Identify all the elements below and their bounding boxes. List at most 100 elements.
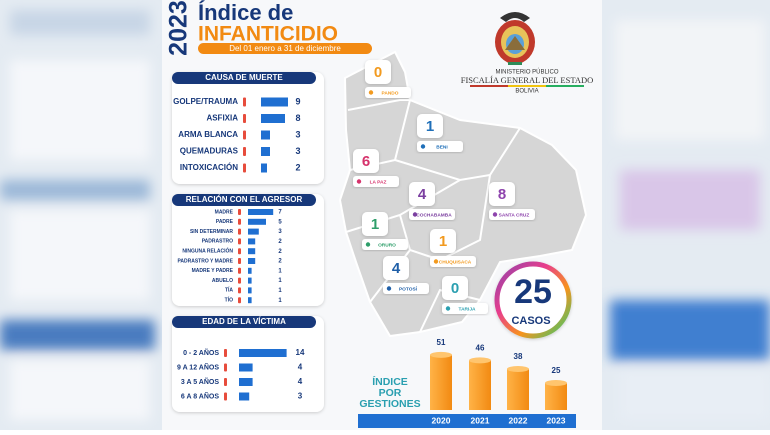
row-icon [238,209,241,215]
value-label: 3 [278,229,282,235]
region-name: CHUQUISACA [439,259,472,265]
row-icon [243,97,246,107]
institution-line2: FISCALÍA GENERAL DEL ESTADO [461,75,594,85]
region-name: POTOSÍ [399,284,418,292]
region-value: 0 [451,280,459,297]
title-line2: INFANTICIDIO [198,23,338,46]
region-icon [433,259,439,264]
row-icon [238,297,241,304]
row-icon [243,163,246,173]
value-label: 2 [278,249,282,255]
region-tag [417,141,463,152]
bar [261,114,285,123]
bar [248,267,252,274]
region-icon [386,286,392,291]
bar [430,354,452,410]
row-icon [238,228,241,235]
value-label: 1 [278,298,282,304]
panel-title: CAUSA DE MUERTE [205,73,283,82]
category-label: TÍA [225,286,233,294]
bar [248,297,252,304]
value-label: 1 [278,268,282,274]
region-value: 4 [418,186,427,203]
category-label: NINGUNA RELACIÓN [182,247,233,255]
x-tick-label: 2023 [547,415,566,425]
bar [469,360,491,410]
region-name: LA PAZ [370,179,387,185]
bar [248,258,256,264]
bar [248,209,274,215]
region-bubble [353,149,379,173]
value-label: 3 [295,146,300,156]
category-label: TÍO [225,296,233,304]
region-value: 1 [426,118,434,135]
region-value: 4 [392,260,401,277]
value-label: 14 [296,348,305,357]
category-label: QUEMADURAS [180,147,239,156]
institution-line1: MINISTERIO PÚBLICO [495,69,558,76]
category-label: 9 A 12 AÑOS [177,362,219,371]
region-value: 1 [439,233,447,250]
region-name: PANDO [382,90,399,96]
emblem [495,12,535,65]
region-name: SANTA CRUZ [499,212,530,218]
title-line1: Índice de [198,0,293,25]
row-icon [224,349,227,357]
region-icon [412,212,418,217]
panel-title: EDAD DE LA VÍCTIMA [202,317,286,326]
bar-top [430,351,452,358]
region-labels: 0 PANDO 1 BENI 6 LA PAZ 4 COCHABAMBA 8 SANTA CRUZ… [353,60,535,314]
bar [507,368,529,410]
region-tag [489,209,535,220]
region-tag [365,87,411,98]
bar [239,349,287,357]
bar [248,218,266,225]
region-icon [492,212,498,217]
value-label: 25 [552,366,561,375]
category-label: INTOXICACIÓN [180,163,238,172]
region-icon [365,242,371,247]
flag-stripe [508,85,546,87]
row-icon [224,392,227,401]
year-strip [358,414,576,428]
total-value: 25 [514,273,552,311]
category-label: ASFIXIA [206,114,238,123]
region-name: ORURO [378,242,396,248]
category-label: MADRE Y PADRE [192,268,234,274]
category-label: ARMA BLANCA [178,130,238,139]
row-icon [238,218,241,225]
x-tick-label: 2022 [509,415,528,425]
region-value: 0 [374,64,382,81]
value-label: 4 [298,377,303,386]
value-label: 8 [295,113,300,123]
bar [248,248,256,255]
region-icon [368,90,374,95]
value-label: 2 [278,239,282,245]
category-label: GOLPE/TRAUMA [173,97,238,106]
total-circle [494,261,572,339]
row-icon [224,378,227,386]
bar [239,392,250,401]
year: 2023 [165,0,193,56]
region-name: BENI [436,144,448,150]
region-bubble [430,229,456,253]
region-value: 1 [371,216,379,233]
bar [248,228,259,235]
bar [248,287,252,294]
row-icon [238,277,241,284]
category-label: PADRE [216,219,234,225]
row-icon [224,363,227,372]
region-tag [353,176,399,187]
bar [261,97,288,107]
category-label: SIN DETERMINAR [190,229,233,235]
region-bubble [442,276,468,300]
row-icon [243,130,246,140]
region-name: COCHABAMBA [416,212,452,218]
category-label: MADRE [215,209,234,215]
region-icon [356,179,362,184]
period-pill [198,43,372,54]
region-bubble [383,256,409,280]
value-label: 51 [437,338,446,347]
